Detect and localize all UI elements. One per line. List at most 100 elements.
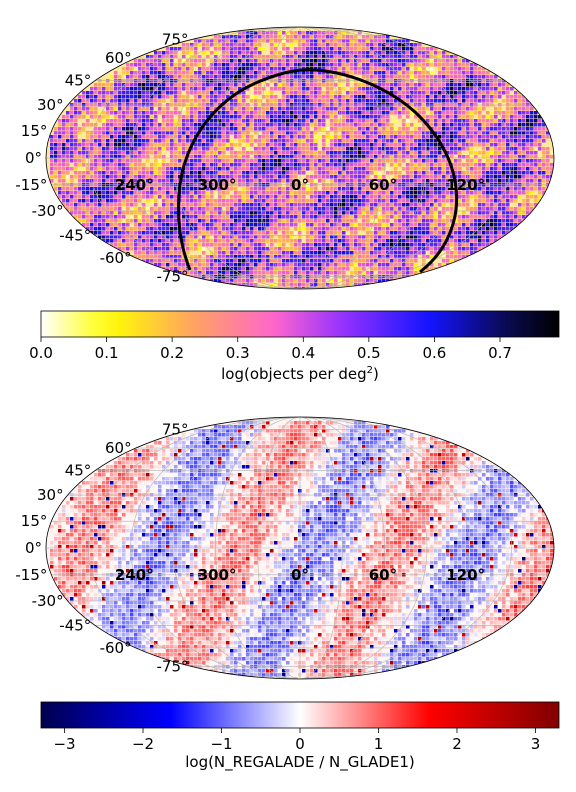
sky-pixel <box>414 147 418 151</box>
sky-pixel <box>390 155 394 159</box>
sky-pixel <box>166 55 170 59</box>
sky-pixel <box>166 119 170 123</box>
sky-pixel <box>438 75 442 79</box>
sky-pixel <box>238 79 242 83</box>
sky-pixel <box>158 147 162 151</box>
sky-pixel <box>422 167 426 171</box>
sky-pixel <box>62 115 66 119</box>
sky-pixel <box>302 59 306 63</box>
sky-pixel <box>466 99 470 103</box>
sky-pixel <box>386 207 390 211</box>
sky-pixel <box>330 147 334 151</box>
sky-pixel <box>458 99 462 103</box>
sky-pixel <box>214 127 218 131</box>
sky-pixel <box>494 211 498 215</box>
sky-pixel <box>182 139 186 143</box>
sky-pixel <box>494 171 498 175</box>
sky-pixel <box>214 63 218 67</box>
sky-pixel <box>418 135 422 139</box>
sky-pixel <box>490 187 494 191</box>
sky-pixel <box>162 175 166 179</box>
sky-pixel <box>430 163 434 167</box>
sky-pixel <box>518 175 522 179</box>
sky-pixel <box>90 171 94 175</box>
sky-pixel <box>402 71 406 75</box>
sky-pixel <box>358 87 362 91</box>
sky-pixel <box>378 155 382 159</box>
sky-pixel <box>414 191 418 195</box>
sky-pixel <box>482 115 486 119</box>
sky-pixel <box>318 83 322 87</box>
sky-pixel <box>238 63 242 67</box>
sky-pixel <box>530 119 534 123</box>
sky-pixel <box>290 39 294 43</box>
sky-pixel <box>162 179 166 183</box>
sky-pixel <box>522 203 526 207</box>
sky-pixel <box>422 95 426 99</box>
sky-pixel <box>326 87 330 91</box>
sky-pixel <box>78 151 82 155</box>
sky-pixel <box>434 115 438 119</box>
sky-pixel <box>450 103 454 107</box>
sky-pixel <box>402 139 406 143</box>
sky-pixel <box>402 127 406 131</box>
sky-pixel <box>334 131 338 135</box>
sky-pixel <box>370 151 374 155</box>
sky-pixel <box>142 67 146 71</box>
sky-pixel <box>314 211 318 215</box>
sky-pixel <box>242 167 246 171</box>
sky-pixel <box>150 195 154 199</box>
sky-pixel <box>130 203 134 207</box>
sky-pixel <box>314 119 318 123</box>
sky-pixel <box>190 171 194 175</box>
sky-pixel <box>178 99 182 103</box>
sky-pixel <box>106 159 110 163</box>
sky-pixel <box>302 203 306 207</box>
sky-pixel <box>198 83 202 87</box>
sky-pixel <box>118 115 122 119</box>
sky-pixel <box>70 191 74 195</box>
sky-pixel <box>330 171 334 175</box>
sky-pixel <box>246 163 250 167</box>
sky-pixel <box>186 135 190 139</box>
sky-pixel <box>186 71 190 75</box>
sky-pixel <box>474 203 478 207</box>
sky-pixel <box>394 167 398 171</box>
sky-pixel <box>214 187 218 191</box>
sky-pixel <box>470 155 474 159</box>
sky-pixel <box>114 191 118 195</box>
sky-pixel <box>306 95 310 99</box>
sky-pixel <box>94 223 98 227</box>
sky-pixel <box>150 139 154 143</box>
sky-pixel <box>478 75 482 79</box>
sky-pixel <box>230 107 234 111</box>
sky-pixel <box>70 203 74 207</box>
sky-pixel <box>338 63 342 67</box>
sky-pixel <box>410 47 414 51</box>
sky-pixel <box>330 111 334 115</box>
sky-pixel <box>346 159 350 163</box>
sky-pixel <box>454 167 458 171</box>
sky-pixel <box>450 95 454 99</box>
sky-pixel <box>470 167 474 171</box>
sky-pixel <box>90 187 94 191</box>
sky-pixel <box>302 91 306 95</box>
sky-pixel <box>462 79 466 83</box>
sky-pixel <box>62 119 66 123</box>
sky-pixel <box>122 115 126 119</box>
sky-pixel <box>478 167 482 171</box>
sky-pixel <box>138 219 142 223</box>
sky-pixel <box>270 115 274 119</box>
sky-pixel <box>474 187 478 191</box>
sky-pixel <box>234 119 238 123</box>
sky-pixel <box>306 87 310 91</box>
sky-pixel <box>494 199 498 203</box>
sky-pixel <box>126 175 130 179</box>
sky-pixel <box>266 207 270 211</box>
sky-pixel <box>346 43 350 47</box>
sky-pixel <box>138 195 142 199</box>
sky-pixel <box>522 131 526 135</box>
sky-pixel <box>346 119 350 123</box>
sky-pixel <box>366 135 370 139</box>
sky-pixel <box>518 111 522 115</box>
